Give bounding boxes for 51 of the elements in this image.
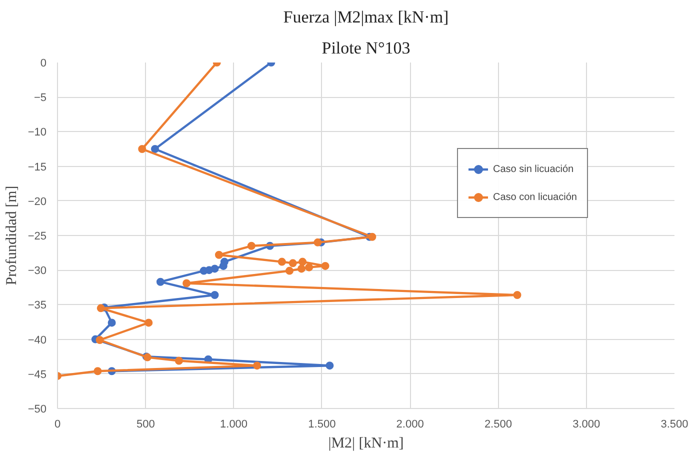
point bbox=[96, 336, 104, 344]
point bbox=[144, 318, 153, 327]
point bbox=[156, 278, 164, 286]
x-tick-label: 2.000 bbox=[396, 418, 424, 430]
y-tick-label: −50 bbox=[28, 404, 47, 416]
chart-title: Fuerza |M2|max [kN·m] bbox=[283, 8, 449, 26]
x-tick-label: 3.000 bbox=[572, 418, 600, 430]
legend-label: Caso con licuación bbox=[493, 192, 577, 202]
y-tick-label: −45 bbox=[28, 368, 47, 381]
y-tick-label: −30 bbox=[28, 265, 47, 278]
point bbox=[321, 262, 330, 270]
point bbox=[278, 258, 286, 266]
x-tick-label: 500 bbox=[136, 418, 155, 430]
y-tick-label: 0 bbox=[40, 58, 47, 70]
point bbox=[150, 145, 159, 153]
point bbox=[94, 367, 102, 376]
legend-label: Caso sin licuación bbox=[493, 164, 574, 174]
point bbox=[513, 291, 522, 300]
y-tick-label: −10 bbox=[28, 126, 47, 139]
x-tick-label: 2.500 bbox=[484, 418, 512, 430]
point bbox=[174, 356, 183, 365]
point bbox=[138, 145, 146, 153]
point bbox=[247, 242, 256, 250]
y-tick-label: −5 bbox=[34, 92, 47, 104]
x-tick-label: 1.500 bbox=[308, 418, 336, 430]
x-tick-label: 0 bbox=[54, 418, 61, 430]
point bbox=[288, 259, 297, 268]
x-tick-label: 1.000 bbox=[220, 418, 248, 430]
x-axis-title: |M2| [kN·m] bbox=[328, 436, 404, 452]
x-tick-label: 3.500 bbox=[660, 418, 688, 430]
point bbox=[210, 291, 219, 300]
point bbox=[298, 258, 307, 266]
point bbox=[314, 238, 322, 246]
point bbox=[253, 362, 262, 370]
y-tick-label: −20 bbox=[28, 196, 47, 208]
point bbox=[108, 318, 116, 327]
point bbox=[96, 304, 105, 312]
point bbox=[297, 264, 306, 273]
chart-subtitle: Pilote N°103 bbox=[322, 38, 410, 58]
y-tick-label: −25 bbox=[28, 230, 47, 242]
y-tick-label: −15 bbox=[28, 161, 47, 174]
point bbox=[214, 250, 223, 259]
point bbox=[200, 266, 208, 275]
point bbox=[285, 266, 294, 275]
point bbox=[368, 232, 376, 241]
y-tick-label: −35 bbox=[28, 300, 47, 312]
y-axis-title: Profundidad [m] bbox=[4, 186, 20, 286]
point bbox=[305, 263, 314, 272]
point bbox=[326, 362, 334, 370]
point bbox=[182, 279, 191, 288]
y-tick-label: −40 bbox=[28, 334, 47, 346]
